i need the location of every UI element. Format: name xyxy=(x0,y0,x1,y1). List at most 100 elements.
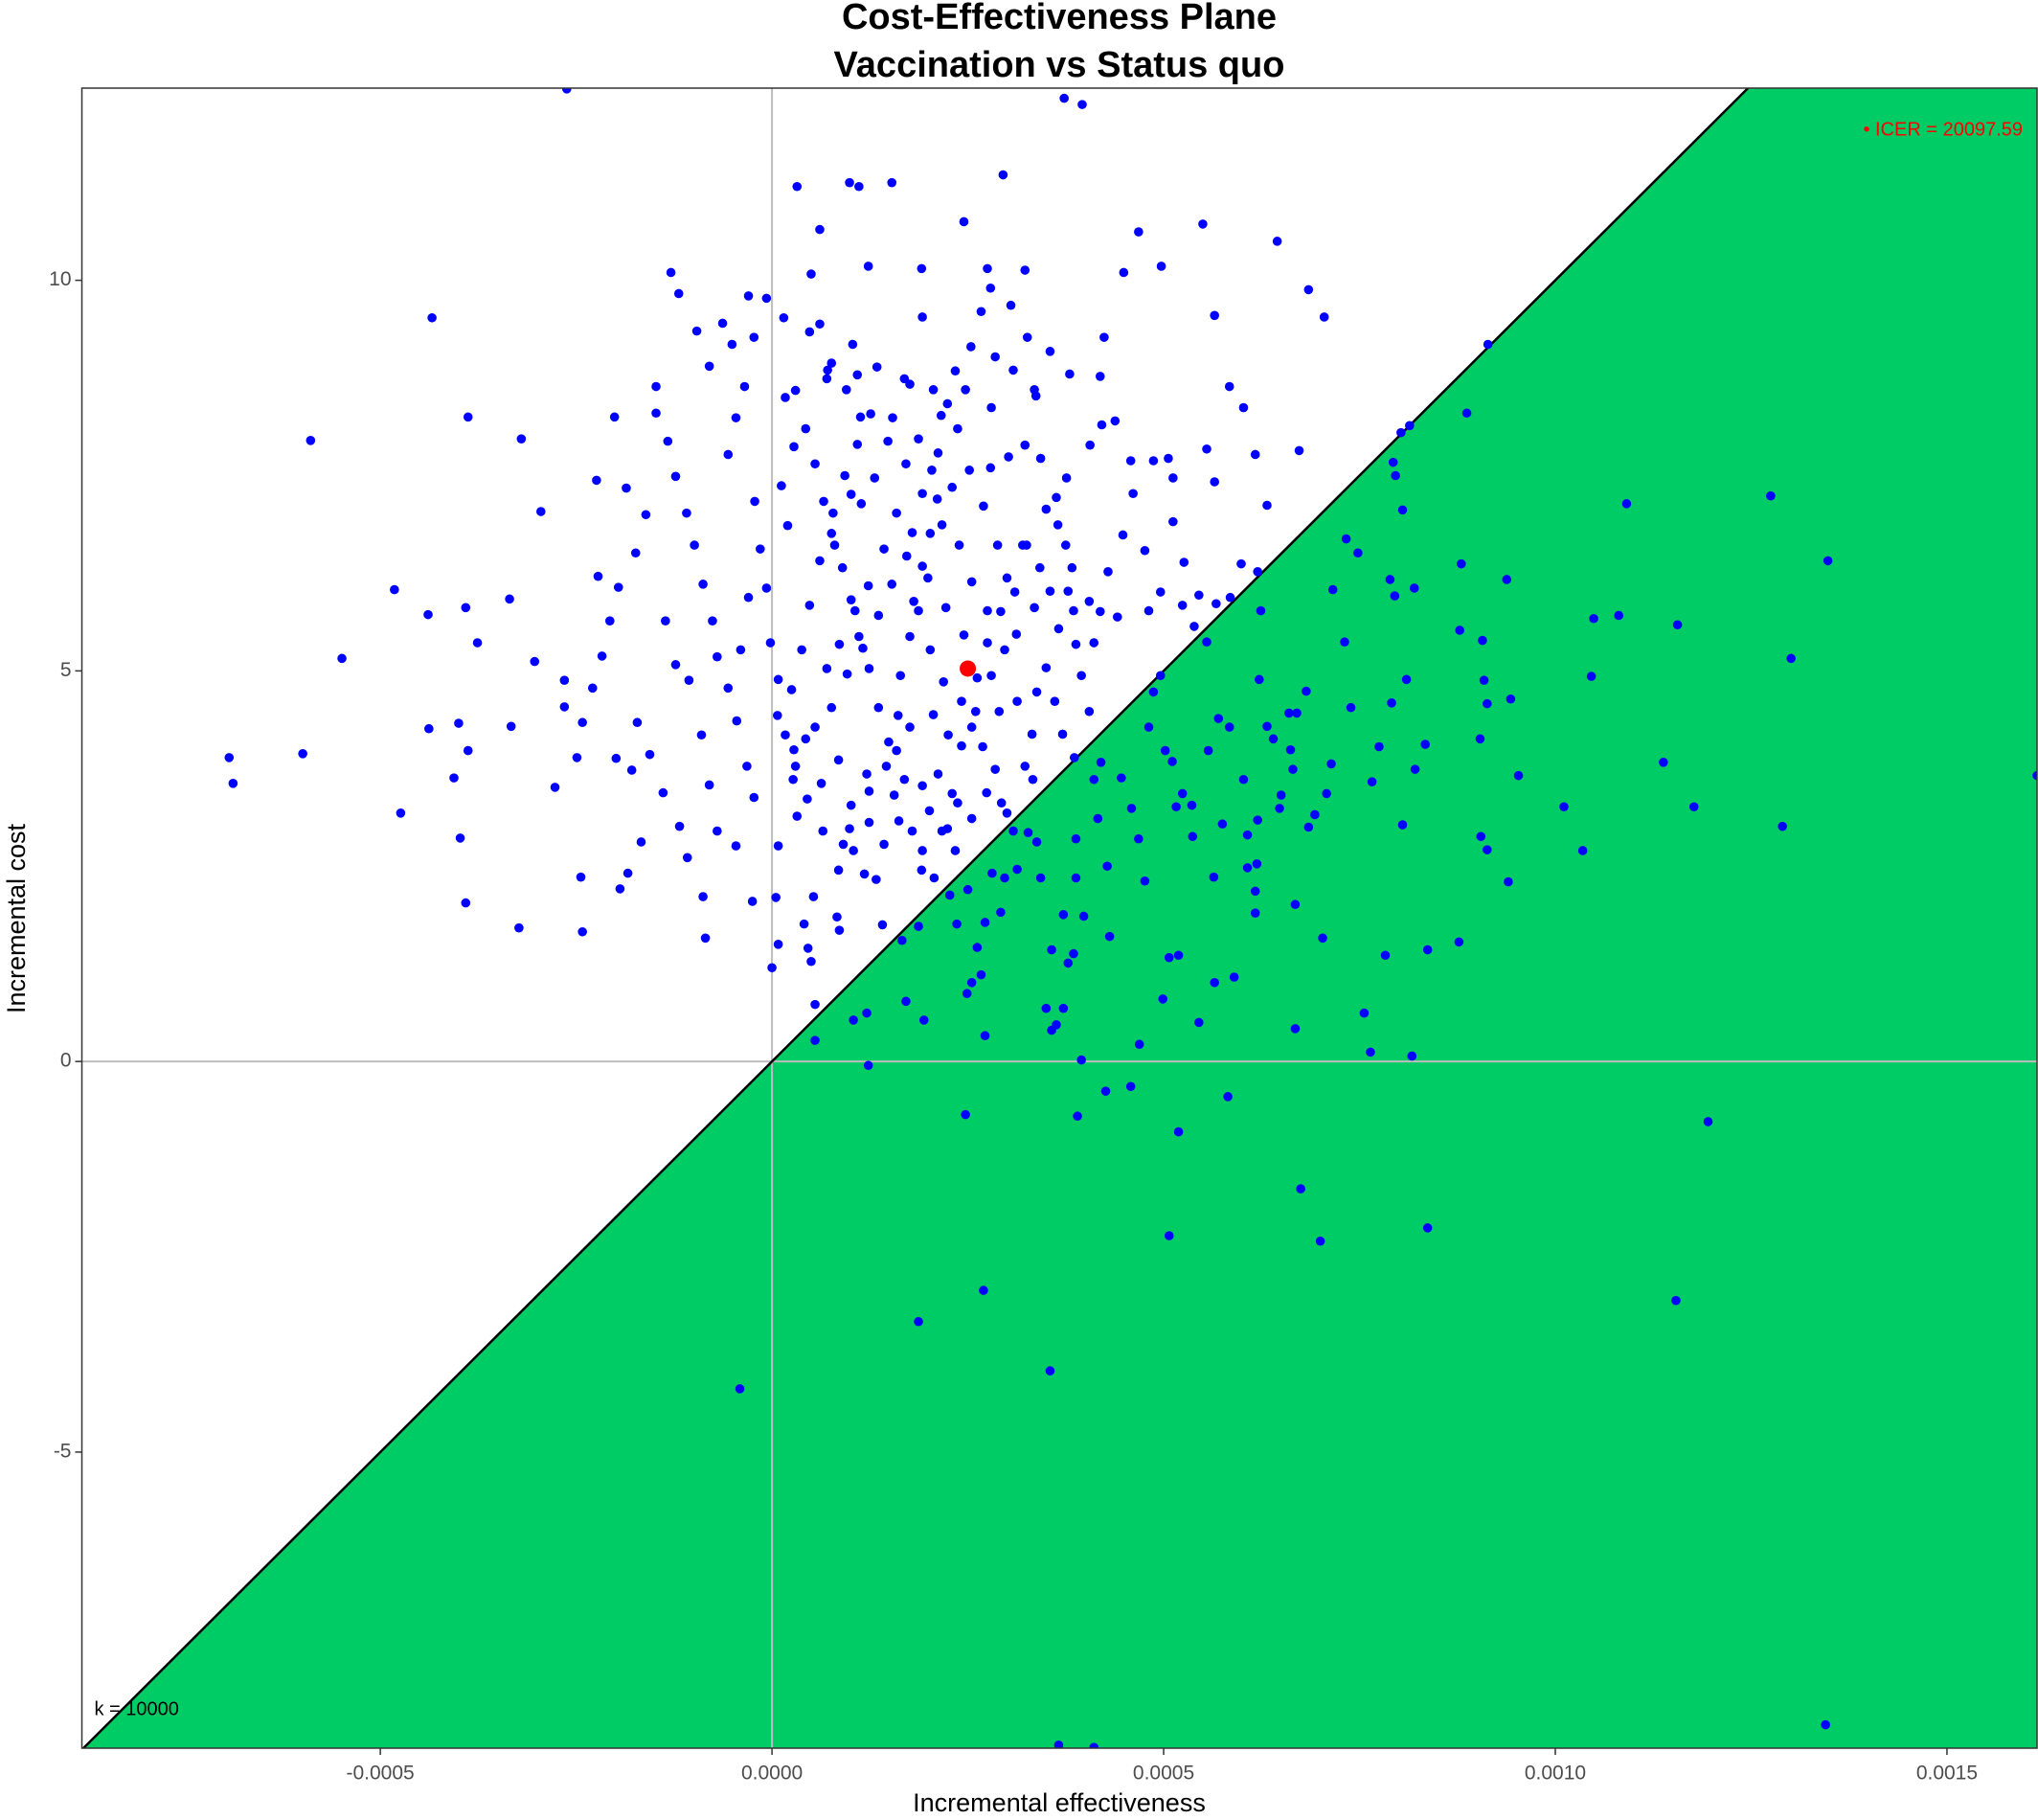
simulation-point xyxy=(957,740,966,751)
simulation-point xyxy=(790,762,801,771)
simulation-point xyxy=(630,548,641,558)
simulation-point xyxy=(1069,948,1078,959)
simulation-point xyxy=(756,544,765,554)
simulation-point xyxy=(514,922,524,933)
simulation-point xyxy=(815,556,825,566)
simulation-point xyxy=(461,898,471,908)
simulation-point xyxy=(609,412,620,422)
simulation-point xyxy=(1020,440,1030,450)
simulation-point xyxy=(682,508,691,518)
x-axis-title: Incremental effectiveness xyxy=(913,1788,1206,1817)
simulation-point xyxy=(727,339,737,350)
simulation-point xyxy=(592,475,601,486)
simulation-point xyxy=(803,794,812,804)
simulation-point xyxy=(1296,1184,1305,1194)
simulation-point xyxy=(449,773,459,783)
simulation-point xyxy=(1359,1008,1370,1018)
simulation-point xyxy=(1202,637,1211,648)
simulation-point xyxy=(691,326,702,336)
simulation-point xyxy=(799,919,809,929)
simulation-point xyxy=(840,470,849,481)
simulation-point xyxy=(870,473,880,483)
simulation-point xyxy=(827,702,837,713)
simulation-point xyxy=(1294,445,1304,456)
simulation-point xyxy=(1047,1025,1056,1035)
simulation-point xyxy=(1058,1003,1069,1013)
simulation-point xyxy=(611,753,622,763)
simulation-point xyxy=(1387,698,1396,708)
simulation-point xyxy=(962,989,972,998)
simulation-point xyxy=(822,374,832,384)
simulation-point xyxy=(454,718,464,728)
simulation-point xyxy=(1478,635,1487,646)
simulation-point xyxy=(909,597,918,606)
simulation-point xyxy=(661,616,670,626)
simulation-point xyxy=(978,741,987,752)
simulation-point xyxy=(953,423,962,434)
simulation-point xyxy=(1224,722,1234,732)
simulation-point xyxy=(966,577,977,587)
simulation-point xyxy=(561,88,572,94)
simulation-point xyxy=(1326,759,1336,769)
simulation-point xyxy=(1028,774,1038,785)
simulation-point xyxy=(1061,473,1072,483)
simulation-point xyxy=(1194,1017,1204,1028)
x-tick-label: -0.0005 xyxy=(347,1763,415,1785)
simulation-point xyxy=(463,745,473,756)
simulation-point xyxy=(1050,696,1060,706)
simulation-point xyxy=(924,806,935,816)
simulation-point xyxy=(928,710,939,719)
simulation-point xyxy=(1250,449,1260,460)
simulation-point xyxy=(828,508,838,518)
simulation-point xyxy=(854,181,864,192)
simulation-point xyxy=(658,787,668,798)
simulation-point xyxy=(777,481,786,490)
simulation-point xyxy=(1069,605,1078,616)
simulation-point xyxy=(1160,745,1170,756)
simulation-point xyxy=(822,664,832,673)
simulation-point xyxy=(1004,452,1013,462)
simulation-point xyxy=(957,696,966,706)
simulation-point xyxy=(1303,284,1314,295)
simulation-point xyxy=(1128,489,1138,499)
simulation-point xyxy=(863,262,873,271)
simulation-point xyxy=(1238,774,1249,785)
simulation-point xyxy=(996,907,1006,918)
simulation-point xyxy=(1104,931,1115,942)
simulation-point xyxy=(887,580,897,589)
simulation-point xyxy=(1210,310,1219,321)
simulation-point xyxy=(1118,530,1128,540)
simulation-point xyxy=(917,561,927,571)
simulation-point xyxy=(966,977,977,988)
simulation-point xyxy=(732,716,742,726)
simulation-point xyxy=(723,449,734,460)
simulation-point xyxy=(976,307,986,317)
simulation-point xyxy=(690,540,699,550)
x-tick-label: 0.0005 xyxy=(1133,1763,1194,1785)
simulation-point xyxy=(1084,597,1095,606)
simulation-point xyxy=(1315,1236,1325,1246)
simulation-point xyxy=(937,520,947,530)
simulation-point xyxy=(1117,773,1126,783)
simulation-point xyxy=(1179,557,1189,567)
simulation-point xyxy=(816,779,827,788)
simulation-point xyxy=(1236,558,1246,569)
simulation-point xyxy=(858,643,868,653)
simulation-point xyxy=(1027,729,1037,739)
y-tick-label: 10 xyxy=(49,268,71,290)
simulation-point xyxy=(1065,369,1075,379)
simulation-point xyxy=(1250,886,1260,897)
simulation-point xyxy=(986,671,996,681)
simulation-point xyxy=(897,935,907,945)
simulation-point xyxy=(704,780,714,790)
simulation-point xyxy=(804,601,815,610)
simulation-point xyxy=(983,638,992,648)
simulation-point xyxy=(961,384,970,395)
simulation-point xyxy=(1071,873,1081,883)
simulation-point xyxy=(1396,427,1406,438)
simulation-point xyxy=(713,651,722,662)
simulation-point xyxy=(1020,265,1030,275)
simulation-point xyxy=(879,839,889,850)
simulation-point xyxy=(829,540,840,550)
